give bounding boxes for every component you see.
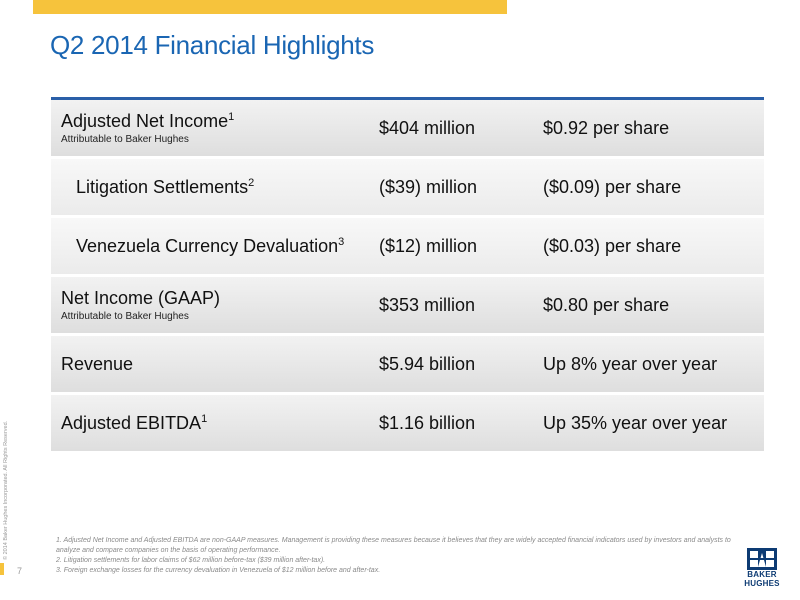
row-amount: $5.94 billion — [379, 353, 476, 374]
row-label: Adjusted Net Income — [61, 111, 229, 131]
row-growth: Up 35% year over year — [543, 412, 728, 433]
top-accent-bar — [33, 0, 507, 14]
row-label: Revenue — [61, 353, 134, 374]
row-per-share: $0.92 per share — [543, 117, 670, 138]
page-title: Q2 2014 Financial Highlights — [50, 30, 375, 60]
row-per-share: ($0.03) per share — [543, 235, 682, 256]
logo-wordmark-line2: HUGHES — [744, 579, 780, 588]
copyright-notice: © 2014 Baker Hughes Incorporated. All Ri… — [3, 420, 9, 560]
footnote-ref: 3 — [338, 235, 345, 248]
row-growth: Up 8% year over year — [543, 353, 718, 374]
row-per-share: ($0.09) per share — [543, 176, 682, 197]
logo-icon — [747, 548, 777, 570]
row-label: Net Income (GAAP) — [61, 288, 221, 308]
row-amount: $353 million — [379, 294, 476, 315]
table-row-litigation-settlements: Litigation Settlements2 ($39) million ($… — [51, 159, 764, 218]
row-subnote: Attributable to Baker Hughes — [61, 311, 189, 322]
baker-hughes-logo: BAKER HUGHES — [733, 548, 791, 592]
row-per-share: $0.80 per share — [543, 294, 670, 315]
logo-wordmark-line1: BAKER — [747, 570, 777, 579]
row-label: Adjusted EBITDA — [61, 412, 202, 433]
row-amount: $1.16 billion — [379, 412, 476, 433]
footnote-ref: 1 — [228, 111, 235, 123]
row-amount: ($12) million — [379, 235, 478, 256]
row-subnote: Attributable to Baker Hughes — [61, 134, 189, 145]
table-row-revenue: Revenue $5.94 billion Up 8% year over ye… — [51, 336, 764, 395]
header-rule — [51, 97, 764, 100]
footnote-1: 1. Adjusted Net Income and Adjusted EBIT… — [56, 537, 731, 554]
row-label: Litigation Settlements — [76, 176, 249, 197]
table-row-venezuela-devaluation: Venezuela Currency Devaluation3 ($12) mi… — [51, 218, 764, 277]
table-row-adjusted-ebitda: Adjusted EBITDA1 $1.16 billion Up 35% ye… — [51, 395, 764, 454]
page-number: 7 — [17, 566, 23, 576]
footnote-ref: 2 — [248, 176, 255, 189]
row-amount: $404 million — [379, 117, 476, 138]
footnote-ref: 1 — [201, 412, 208, 425]
row-label: Venezuela Currency Devaluation — [76, 235, 339, 256]
footnote-3: 3. Foreign exchange losses for the curre… — [56, 567, 381, 574]
row-amount: ($39) million — [379, 176, 478, 197]
highlights-table: Adjusted Net Income1 Attributable to Bak… — [51, 100, 764, 454]
footnotes: 1. Adjusted Net Income and Adjusted EBIT… — [56, 536, 746, 576]
table-row-adjusted-net-income: Adjusted Net Income1 Attributable to Bak… — [51, 100, 764, 159]
table-row-net-income-gaap: Net Income (GAAP) Attributable to Baker … — [51, 277, 764, 336]
page-accent-mark — [0, 563, 4, 575]
footnote-2: 2. Litigation settlements for labor clai… — [56, 557, 326, 564]
